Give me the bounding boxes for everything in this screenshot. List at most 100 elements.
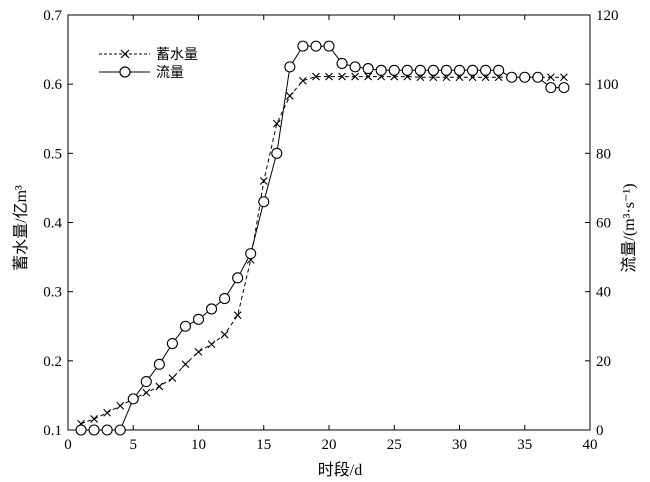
data-point-circle — [310, 40, 322, 52]
data-point-circle — [375, 64, 387, 76]
data-point-circle — [206, 303, 218, 315]
data-point-circle — [323, 40, 335, 52]
data-point-x — [90, 415, 98, 423]
left-y-tick-label: 0.2 — [43, 354, 62, 370]
data-point-circle — [88, 424, 100, 436]
legend-flow-label: 流量 — [156, 65, 184, 81]
data-point-circle — [453, 64, 466, 76]
data-point-circle — [506, 71, 518, 83]
data-point-circle — [440, 64, 453, 76]
right-y-tick-label: 80 — [596, 146, 611, 162]
data-point-circle — [427, 64, 439, 76]
data-point-circle — [140, 376, 152, 388]
data-point-circle — [219, 293, 231, 305]
data-point-x — [194, 347, 203, 356]
data-point-circle — [414, 64, 426, 76]
data-point-circle — [493, 64, 505, 76]
data-point-circle — [258, 196, 270, 208]
right-y-tick-label: 60 — [596, 216, 611, 232]
data-point-x — [364, 72, 373, 81]
data-point-x — [103, 408, 112, 417]
data-point-x — [312, 72, 320, 81]
x-tick-label: 30 — [452, 437, 467, 453]
right-y-axis-ticks: 0 20 40 60 80 100 120 — [585, 8, 619, 439]
data-point-x — [338, 72, 346, 81]
data-point-circle — [362, 63, 374, 75]
data-point-x — [351, 72, 359, 81]
data-point-x — [299, 76, 307, 85]
data-point-circle — [166, 337, 178, 350]
data-point-circle — [519, 71, 531, 83]
data-point-circle — [284, 61, 296, 73]
data-point-circle — [532, 71, 544, 83]
right-y-tick-label: 120 — [596, 8, 619, 24]
data-point-x — [560, 73, 568, 82]
series-flow — [75, 40, 570, 436]
data-point-x — [285, 92, 294, 100]
data-point-circle — [558, 82, 570, 94]
x-tick-label: 5 — [130, 437, 138, 453]
data-point-x — [259, 177, 268, 185]
data-point-x — [546, 73, 555, 82]
data-point-circle — [75, 424, 87, 436]
data-point-circle — [349, 61, 361, 73]
data-point-x — [233, 311, 242, 320]
data-point-x — [207, 340, 216, 349]
right-y-tick-label: 40 — [596, 285, 611, 301]
data-point-x — [155, 382, 164, 391]
x-tick-label: 20 — [322, 437, 337, 453]
data-point-circle — [192, 313, 205, 325]
data-point-x — [181, 360, 190, 369]
legend-storage-x-marker — [120, 49, 130, 59]
data-point-circle — [245, 248, 257, 260]
x-axis-title: 时段/d — [318, 461, 362, 479]
x-tick-label: 35 — [517, 437, 532, 453]
x-tick-label: 25 — [387, 437, 402, 453]
data-point-x — [116, 401, 125, 410]
data-point-circle — [232, 272, 244, 284]
right-y-tick-label: 0 — [596, 423, 604, 439]
right-y-tick-label: 100 — [596, 77, 619, 93]
data-point-x — [272, 119, 281, 128]
left-y-axis-title: 蓄水量/亿m³ — [12, 185, 30, 271]
data-point-circle — [480, 64, 492, 76]
left-y-tick-label: 0.3 — [43, 285, 62, 301]
data-point-circle — [127, 393, 139, 405]
data-point-circle — [114, 424, 126, 436]
left-y-tick-label: 0.4 — [43, 216, 62, 232]
series-line — [81, 45, 564, 431]
left-y-axis-ticks: 0.1 0.2 0.3 0.4 0.5 0.6 0.7 — [43, 8, 73, 439]
data-point-circle — [153, 358, 165, 370]
right-y-tick-label: 20 — [596, 354, 611, 370]
x-tick-label: 15 — [256, 437, 271, 453]
data-point-x — [168, 374, 177, 383]
x-axis-ticks: 0 5 10 15 20 25 30 35 40 — [64, 15, 598, 453]
x-tick-label: 40 — [583, 437, 598, 453]
data-point-circle — [466, 64, 479, 76]
data-point-x — [220, 330, 229, 339]
data-point-x — [325, 72, 333, 81]
data-point-x — [142, 388, 151, 397]
data-point-circle — [401, 64, 413, 76]
legend-flow-circle-marker — [119, 66, 131, 78]
data-point-circle — [271, 147, 283, 159]
legend-storage-label: 蓄水量 — [156, 47, 198, 63]
data-point-circle — [545, 82, 557, 94]
data-point-circle — [336, 57, 348, 69]
left-y-tick-label: 0.7 — [43, 8, 62, 24]
x-tick-label: 10 — [191, 437, 206, 453]
series-storage — [77, 72, 568, 428]
legend-item-storage: 蓄水量 — [99, 47, 198, 63]
left-y-tick-label: 0.1 — [43, 423, 62, 439]
data-point-circle — [179, 320, 191, 332]
right-y-axis-title: 流量/(m³·s⁻¹) — [620, 183, 638, 272]
data-point-circle — [388, 64, 400, 76]
x-tick-label: 0 — [64, 437, 72, 453]
series-layer — [75, 40, 570, 436]
legend: 蓄水量 流量 — [99, 47, 198, 81]
data-point-circle — [297, 40, 309, 52]
legend-item-flow: 流量 — [99, 65, 184, 81]
left-y-tick-label: 0.6 — [43, 77, 62, 93]
data-point-circle — [101, 424, 113, 436]
